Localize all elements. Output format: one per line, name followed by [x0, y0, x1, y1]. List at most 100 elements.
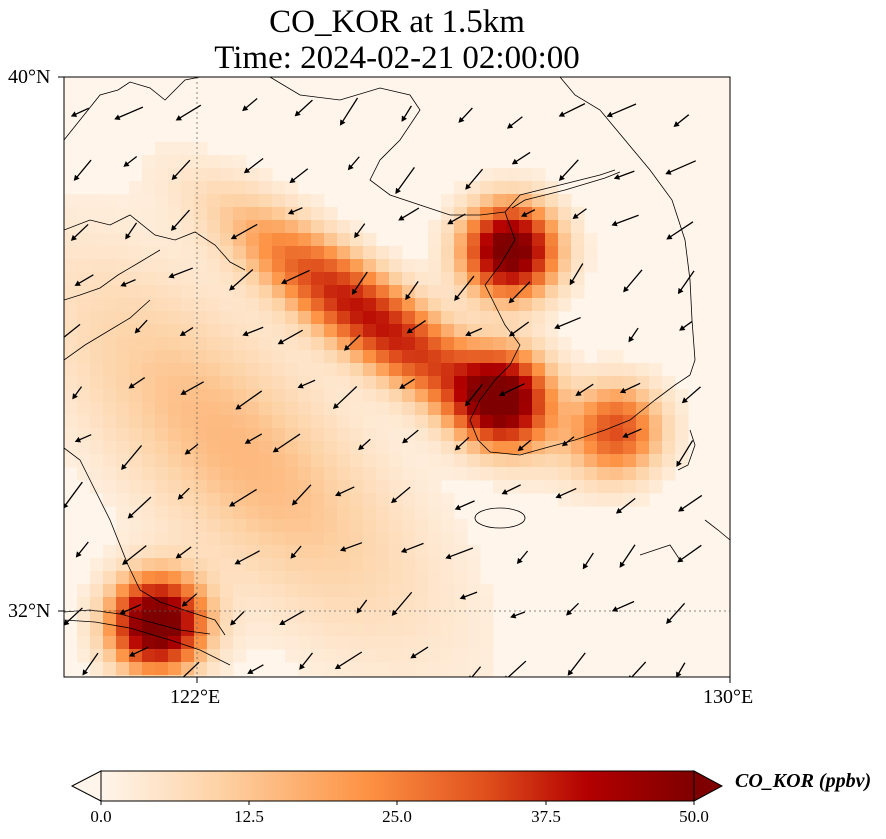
field-cell [207, 480, 221, 494]
lat-label-40n: 40°N [8, 66, 51, 88]
field-cell [207, 363, 221, 377]
field-cell [285, 298, 299, 312]
field-cell [194, 675, 208, 677]
field-cell [675, 441, 689, 455]
field-cell [298, 402, 312, 416]
field-cell [207, 194, 221, 208]
field-cell [90, 389, 104, 403]
field-cell [428, 623, 442, 637]
field-cell [168, 194, 182, 208]
field-cell [584, 441, 598, 455]
wind-arrow [508, 321, 530, 337]
field-cell [298, 246, 312, 260]
field-cell [311, 259, 325, 273]
field-cell [155, 350, 169, 364]
wind-arrow [666, 602, 686, 625]
field-cell [402, 428, 416, 442]
field-cell [506, 363, 520, 377]
field-cell [233, 363, 247, 377]
colorbar-gradient [100, 770, 695, 802]
field-cell [506, 467, 520, 481]
field-cell [480, 623, 494, 637]
field-cell [532, 246, 546, 260]
field-cell [532, 402, 546, 416]
field-cell [311, 285, 325, 299]
wind-arrow [569, 263, 584, 286]
field-cell [285, 649, 299, 663]
field-cell [259, 194, 273, 208]
field-cell [402, 363, 416, 377]
field-cell [662, 376, 676, 390]
field-cell [259, 207, 273, 221]
wind-arrow [510, 611, 526, 619]
field-cell [350, 519, 364, 533]
field-cell [324, 454, 338, 468]
field-cell [363, 597, 377, 611]
field-cell [129, 571, 143, 585]
field-cell [168, 597, 182, 611]
wind-arrow [558, 103, 586, 117]
field-cell [337, 493, 351, 507]
field-cell [155, 558, 169, 572]
field-cell [571, 246, 585, 260]
field-cell [116, 675, 130, 677]
wind-arrow [681, 386, 701, 404]
field-cell [441, 415, 455, 429]
field-cell [558, 246, 572, 260]
field-cell [90, 467, 104, 481]
field-cell [103, 337, 117, 351]
field-cell [90, 597, 104, 611]
field-cell [389, 389, 403, 403]
field-cell [428, 311, 442, 325]
field-cell [350, 402, 364, 416]
field-cell [493, 272, 507, 286]
field-cell [103, 662, 117, 676]
field-cell [350, 337, 364, 351]
field-cell [194, 571, 208, 585]
field-cell [116, 610, 130, 624]
field-cell [376, 636, 390, 650]
wind-arrow [677, 270, 695, 295]
field-cell [311, 623, 325, 637]
field-cell [415, 285, 429, 299]
field-cell [545, 259, 559, 273]
field-cell [77, 636, 91, 650]
field-cell [168, 649, 182, 663]
field-cell [558, 298, 572, 312]
field-cell [259, 597, 273, 611]
field-cell [389, 454, 403, 468]
field-cell [519, 415, 533, 429]
field-cell [233, 389, 247, 403]
field-cell [233, 584, 247, 598]
field-cell [155, 168, 169, 182]
field-cell [90, 272, 104, 286]
field-cell [181, 584, 195, 598]
field-cell [220, 649, 234, 663]
field-cell [116, 246, 130, 260]
wind-arrow [114, 106, 144, 120]
field-cell [389, 311, 403, 325]
field-cell [64, 272, 78, 286]
field-cell [246, 506, 260, 520]
field-cell [220, 389, 234, 403]
wind-arrow [615, 497, 636, 514]
field-cell [350, 233, 364, 247]
field-cell [311, 597, 325, 611]
field-cell [324, 610, 338, 624]
field-cell [311, 402, 325, 416]
field-cell [545, 428, 559, 442]
field-cell [194, 285, 208, 299]
field-cell [493, 194, 507, 208]
field-cell [467, 194, 481, 208]
field-cell [389, 519, 403, 533]
field-cell [272, 376, 286, 390]
field-cell [168, 337, 182, 351]
field-cell [207, 571, 221, 585]
field-cell [168, 506, 182, 520]
field-cell [610, 467, 624, 481]
field-cell [389, 246, 403, 260]
field-cell [116, 636, 130, 650]
field-cell [103, 454, 117, 468]
field-cell [493, 285, 507, 299]
field-cell [220, 558, 234, 572]
